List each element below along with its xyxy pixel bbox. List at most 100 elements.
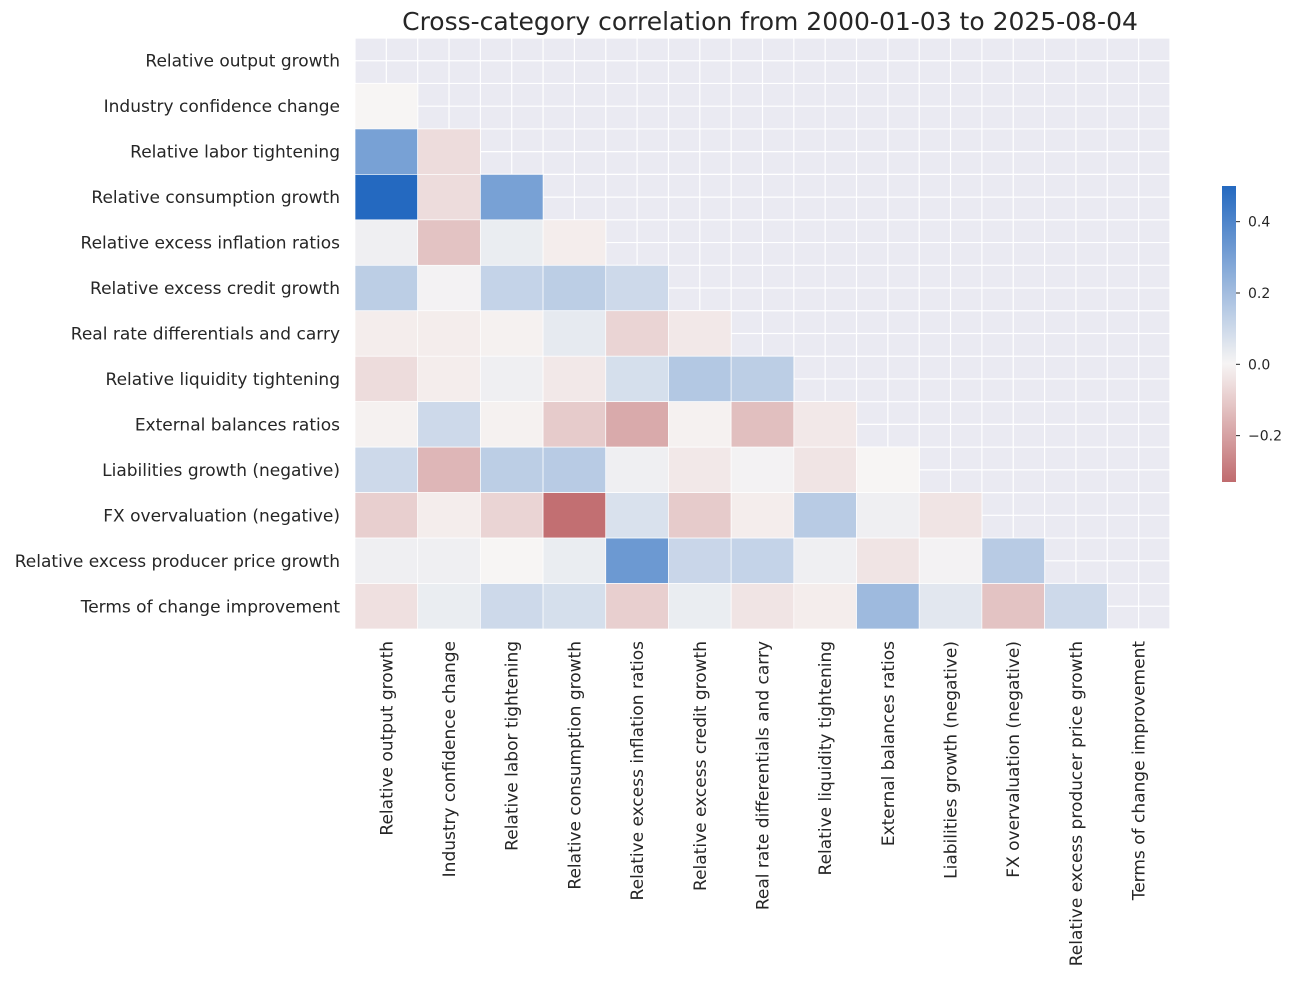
y-tick-label: Industry confidence change <box>104 97 340 117</box>
heatmap-cell <box>856 583 920 630</box>
x-tick-label: Relative liquidity tightening <box>816 641 836 875</box>
x-tick-label: Relative labor tightening <box>503 641 523 851</box>
x-tick-label: Industry confidence change <box>440 641 460 877</box>
heatmap-cell <box>480 355 544 403</box>
y-tick-label: External balances ratios <box>135 415 340 435</box>
heatmap-cell <box>354 446 419 493</box>
heatmap-cell <box>730 583 795 630</box>
x-tick-label: Relative output growth <box>377 641 397 836</box>
heatmap-cell <box>480 401 544 448</box>
x-tick-label: Liabilities growth (negative) <box>942 641 962 879</box>
heatmap-cell <box>542 446 607 493</box>
x-tick-label: Real rate differentials and carry <box>753 641 773 910</box>
heatmap-cell <box>668 583 732 630</box>
heatmap-cell <box>417 492 481 539</box>
heatmap-cell <box>542 219 607 266</box>
heatmap-cell <box>918 492 983 539</box>
heatmap-cell <box>668 401 732 448</box>
heatmap-cell <box>354 174 419 221</box>
heatmap-cell <box>918 583 983 630</box>
heatmap-cell <box>354 492 419 539</box>
colorbar-ticks: −0.2 0.0 0.2 0.4 <box>1236 215 1282 445</box>
heatmap-cell <box>730 446 795 493</box>
colorbar-tick-label: −0.2 <box>1248 429 1282 445</box>
x-tick-label: External balances ratios <box>879 641 899 846</box>
y-tick-label: Relative output growth <box>145 52 340 72</box>
x-axis-tick-labels: Relative output growth Industry confidenc… <box>377 641 1149 967</box>
y-tick-label: Relative consumption growth <box>91 188 340 208</box>
heatmap-cell <box>668 492 732 539</box>
heatmap-cell <box>480 446 544 493</box>
heatmap-cell <box>605 355 669 403</box>
heatmap-cell <box>417 310 481 357</box>
heatmap-cell <box>793 537 857 584</box>
heatmap-cell <box>542 310 607 357</box>
y-tick-label: Relative excess inflation ratios <box>81 234 341 254</box>
heatmap-cell <box>793 401 857 448</box>
heatmap-cell <box>605 537 669 584</box>
heatmap-cell <box>354 583 419 630</box>
heatmap-cell <box>480 537 544 584</box>
heatmap-cell <box>730 492 795 539</box>
y-tick-label: Relative liquidity tightening <box>106 370 340 390</box>
heatmap-cell <box>542 537 607 584</box>
heatmap-cell <box>793 446 857 493</box>
heatmap-cell <box>354 264 419 312</box>
heatmap-cell <box>480 310 544 357</box>
heatmap-cell <box>730 401 795 448</box>
heatmap-cell <box>354 219 419 266</box>
colorbar-tick-label: 0.2 <box>1248 286 1270 302</box>
heatmap-cell <box>354 310 419 357</box>
heatmap-cell <box>668 355 732 403</box>
heatmap-cell <box>417 583 481 630</box>
heatmap-cell <box>417 174 481 221</box>
y-tick-label: FX overvaluation (negative) <box>103 506 340 526</box>
heatmap-cell <box>417 128 481 175</box>
heatmap-cell <box>480 174 544 221</box>
chart-title: Cross-category correlation from 2000-01-… <box>402 7 1138 36</box>
heatmap-cell <box>668 446 732 493</box>
heatmap-cell <box>354 128 419 175</box>
y-tick-label: Liabilities growth (negative) <box>102 461 340 481</box>
heatmap-cell <box>417 401 481 448</box>
heatmap-cell <box>605 264 669 312</box>
colorbar-tick-label: 0.4 <box>1248 215 1270 231</box>
heatmap-cell <box>354 401 419 448</box>
heatmap-cells <box>354 83 1108 630</box>
heatmap-cell <box>542 264 607 312</box>
heatmap-cell <box>354 537 419 584</box>
heatmap-cell <box>417 355 481 403</box>
x-tick-label: FX overvaluation (negative) <box>1004 641 1024 878</box>
colorbar-tick-label: 0.0 <box>1248 357 1270 373</box>
colorbar-gradient <box>1222 186 1236 482</box>
heatmap-cell <box>417 219 481 266</box>
y-tick-label: Relative excess producer price growth <box>15 552 340 572</box>
heatmap-cell <box>480 492 544 539</box>
heatmap-cell <box>793 492 857 539</box>
heatmap-cell <box>605 492 669 539</box>
heatmap-cell <box>542 355 607 403</box>
x-tick-label: Relative excess inflation ratios <box>628 641 648 901</box>
heatmap-cell <box>605 446 669 493</box>
heatmap-cell <box>354 355 419 403</box>
heatmap-cell <box>417 446 481 493</box>
x-tick-label: Relative excess producer price growth <box>1067 641 1087 966</box>
heatmap-cell <box>918 537 983 584</box>
heatmap-cell <box>542 492 607 539</box>
heatmap-cell <box>730 355 795 403</box>
x-tick-label: Terms of change improvement <box>1130 641 1150 902</box>
heatmap-cell <box>1044 583 1108 630</box>
heatmap-cell <box>856 537 920 584</box>
y-tick-label: Real rate differentials and carry <box>71 324 340 344</box>
y-tick-label: Relative labor tightening <box>130 143 340 163</box>
heatmap-cell <box>480 583 544 630</box>
heatmap-cell <box>856 446 920 493</box>
heatmap-cell <box>417 537 481 584</box>
heatmap-cell <box>605 401 669 448</box>
heatmap-cell <box>542 401 607 448</box>
colorbar: −0.2 0.0 0.2 0.4 <box>1222 186 1282 482</box>
heatmap-cell <box>730 537 795 584</box>
heatmap-cell <box>668 310 732 357</box>
heatmap-plot-area <box>354 37 1171 630</box>
